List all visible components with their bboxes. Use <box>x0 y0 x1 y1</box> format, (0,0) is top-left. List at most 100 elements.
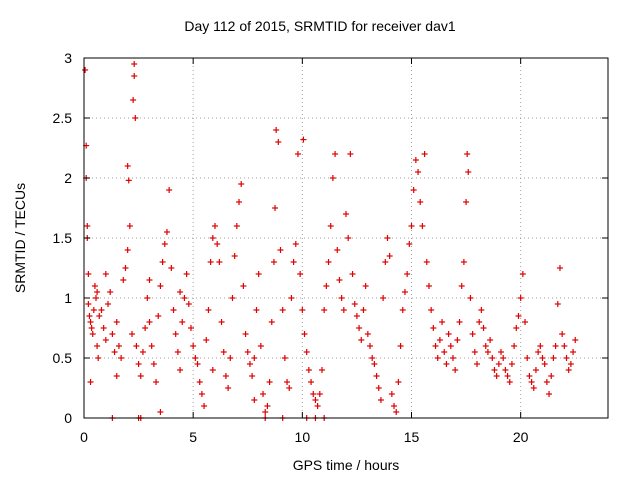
data-point <box>96 313 103 319</box>
data-point <box>543 379 550 385</box>
x-tick-label: 5 <box>189 429 197 445</box>
data-point <box>163 229 170 235</box>
data-point <box>150 361 157 367</box>
data-point <box>100 325 107 331</box>
data-point <box>238 181 245 187</box>
data-point <box>262 409 269 415</box>
data-point <box>157 409 164 415</box>
data-point <box>155 313 162 319</box>
data-point <box>312 397 319 403</box>
data-point <box>362 283 369 289</box>
data-point <box>382 259 389 265</box>
data-point <box>288 295 295 301</box>
data-point <box>371 361 378 367</box>
data-point <box>532 367 539 373</box>
data-point <box>118 355 125 361</box>
data-point <box>183 271 190 277</box>
data-point <box>209 235 216 241</box>
data-point <box>478 307 485 313</box>
data-point <box>132 115 139 121</box>
data-point <box>554 301 561 307</box>
data-point <box>454 337 461 343</box>
data-point <box>445 331 452 337</box>
data-point <box>441 349 448 355</box>
data-point <box>384 235 391 241</box>
data-point <box>563 355 570 361</box>
data-point <box>126 223 133 229</box>
data-point <box>436 337 443 343</box>
data-point <box>159 259 166 265</box>
data-point <box>84 223 91 229</box>
data-point <box>432 343 439 349</box>
data-point <box>565 367 572 373</box>
data-point <box>465 169 472 175</box>
data-point <box>255 271 262 277</box>
data-point <box>198 391 205 397</box>
y-tick-label: 3 <box>64 50 72 66</box>
data-point <box>423 259 430 265</box>
data-point <box>277 247 284 253</box>
data-point <box>367 343 374 349</box>
data-point <box>290 259 297 265</box>
data-point <box>233 223 240 229</box>
data-point <box>124 247 131 253</box>
data-point <box>260 391 267 397</box>
data-point <box>491 367 498 373</box>
y-tick-label: 2.5 <box>53 110 73 126</box>
data-point <box>425 283 432 289</box>
data-point <box>334 247 341 253</box>
data-point <box>181 295 188 301</box>
data-point <box>122 265 129 271</box>
data-point <box>415 169 422 175</box>
data-point <box>419 223 426 229</box>
data-point <box>249 373 256 379</box>
data-point <box>325 259 332 265</box>
data-point <box>469 331 476 337</box>
data-point <box>513 325 520 331</box>
data-point <box>244 349 251 355</box>
data-point <box>524 355 531 361</box>
data-point <box>275 139 282 145</box>
data-point <box>464 151 471 157</box>
x-tick-label: 0 <box>80 429 88 445</box>
data-point <box>268 319 275 325</box>
data-point <box>179 319 186 325</box>
y-tick-label: 1.5 <box>53 230 73 246</box>
data-point <box>412 157 419 163</box>
data-point <box>153 379 160 385</box>
data-point <box>439 319 446 325</box>
data-point <box>264 403 271 409</box>
data-point <box>266 379 273 385</box>
data-points <box>82 61 579 421</box>
data-point <box>500 355 507 361</box>
data-point <box>240 283 247 289</box>
data-point <box>168 265 175 271</box>
data-point <box>340 307 347 313</box>
data-point <box>399 307 406 313</box>
data-point <box>343 211 349 217</box>
data-point <box>107 289 114 295</box>
data-point <box>214 241 221 247</box>
data-point <box>506 379 513 385</box>
data-point <box>251 397 258 403</box>
data-point <box>131 73 138 79</box>
data-point <box>504 373 511 379</box>
data-point <box>292 241 299 247</box>
data-point <box>161 241 168 247</box>
data-point <box>111 349 118 355</box>
data-point <box>388 391 395 397</box>
data-point <box>502 367 509 373</box>
data-point <box>572 337 579 343</box>
data-point <box>148 343 155 349</box>
x-tick-label: 10 <box>295 429 311 445</box>
data-point <box>430 325 437 331</box>
data-point <box>131 61 138 67</box>
data-point <box>434 355 441 361</box>
data-point <box>125 177 132 184</box>
data-point <box>458 283 465 289</box>
data-point <box>146 319 153 325</box>
data-point <box>535 349 542 355</box>
data-point <box>443 361 450 367</box>
data-point <box>327 223 334 229</box>
data-point <box>135 361 142 367</box>
